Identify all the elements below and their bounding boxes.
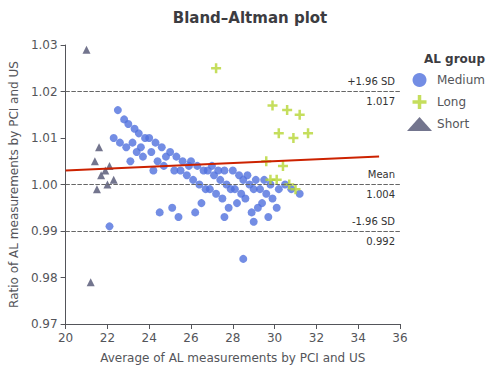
svg-text:Medium: Medium	[437, 73, 485, 87]
svg-text:0.97: 0.97	[31, 317, 58, 331]
svg-text:0.992: 0.992	[366, 236, 395, 247]
svg-text:+1.96 SD: +1.96 SD	[347, 76, 395, 87]
svg-text:Short: Short	[437, 117, 469, 131]
svg-text:26: 26	[183, 331, 198, 345]
svg-text:32: 32	[309, 331, 324, 345]
svg-text:Bland–Altman plot: Bland–Altman plot	[173, 9, 328, 27]
svg-text:34: 34	[351, 331, 366, 345]
svg-text:20: 20	[58, 331, 73, 345]
svg-text:1.004: 1.004	[366, 189, 395, 200]
svg-text:1.00: 1.00	[31, 178, 58, 192]
svg-text:AL group: AL group	[424, 52, 485, 66]
svg-text:30: 30	[267, 331, 282, 345]
svg-text:36: 36	[392, 331, 407, 345]
svg-text:Mean: Mean	[368, 169, 395, 180]
svg-text:22: 22	[100, 331, 115, 345]
svg-text:1.02: 1.02	[31, 85, 58, 99]
svg-text:-1.96 SD: -1.96 SD	[352, 216, 395, 227]
svg-text:0.99: 0.99	[31, 224, 58, 238]
svg-text:1.01: 1.01	[31, 131, 58, 145]
svg-text:Long: Long	[437, 95, 466, 109]
svg-text:28: 28	[225, 331, 240, 345]
svg-text:Ratio of AL measurements by PC: Ratio of AL measurements by PCI and US	[7, 61, 21, 308]
svg-text:1.017: 1.017	[366, 96, 395, 107]
svg-text:0.98: 0.98	[31, 271, 58, 285]
svg-text:24: 24	[142, 331, 157, 345]
svg-text:1.03: 1.03	[31, 38, 58, 52]
svg-text:Average of AL measurements by: Average of AL measurements by PCI and US	[100, 351, 365, 365]
